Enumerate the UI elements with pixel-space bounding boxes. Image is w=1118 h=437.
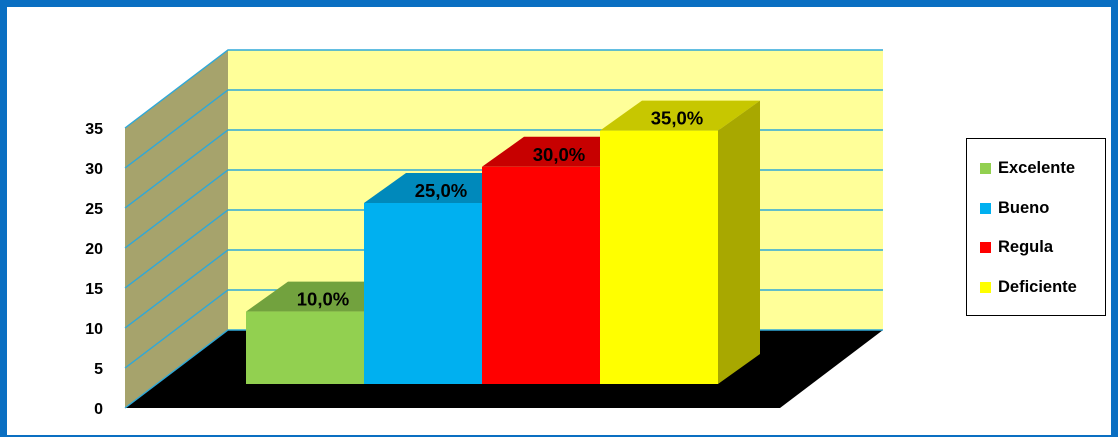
y-tick-label: 0	[94, 401, 103, 418]
y-tick-label: 20	[85, 241, 103, 258]
legend-swatch	[980, 242, 991, 253]
legend-label: Bueno	[998, 199, 1049, 218]
bar-front-face	[600, 131, 718, 384]
legend: Excelente Bueno Regula Deficiente	[966, 138, 1106, 316]
y-tick-label: 5	[94, 361, 103, 378]
legend-label: Deficiente	[998, 278, 1077, 297]
legend-swatch	[980, 163, 991, 174]
y-tick-label: 25	[85, 201, 103, 218]
y-tick-label: 30	[85, 161, 103, 178]
bar-deficiente	[600, 101, 760, 384]
data-label: 25,0%	[415, 180, 467, 201]
bar-front-face	[482, 167, 600, 384]
data-label: 35,0%	[651, 108, 703, 129]
y-axis-ticks: 0 5 10 15 20 25 30 35	[85, 121, 103, 418]
legend-item-excelente: Excelente	[967, 149, 1105, 189]
legend-label: Regula	[998, 238, 1053, 257]
bar-front-face	[364, 203, 482, 384]
legend-item-bueno: Bueno	[967, 189, 1105, 229]
y-tick-label: 35	[85, 121, 103, 138]
legend-swatch	[980, 282, 991, 293]
data-label: 10,0%	[297, 289, 349, 310]
y-tick-label: 15	[85, 281, 103, 298]
y-tick-label: 10	[85, 321, 103, 338]
data-label: 30,0%	[533, 144, 585, 165]
bar-side-face	[718, 101, 760, 384]
bar-front-face	[246, 312, 364, 384]
legend-swatch	[980, 203, 991, 214]
legend-item-deficiente: Deficiente	[967, 268, 1105, 308]
legend-label: Excelente	[998, 159, 1075, 178]
legend-item-regula: Regula	[967, 228, 1105, 268]
